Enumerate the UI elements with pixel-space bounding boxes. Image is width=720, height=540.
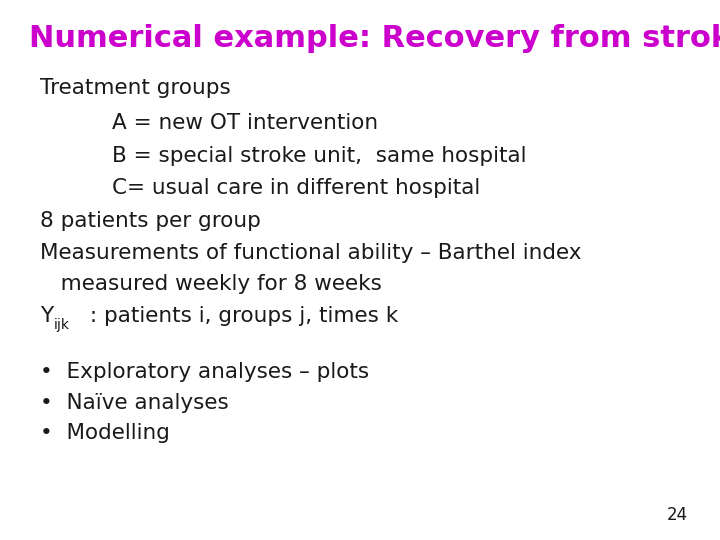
Text: 24: 24 [667,506,688,524]
Text: C= usual care in different hospital: C= usual care in different hospital [112,178,480,198]
Text: Numerical example: Recovery from stroke: Numerical example: Recovery from stroke [29,24,720,53]
Text: B = special stroke unit,  same hospital: B = special stroke unit, same hospital [112,146,526,166]
Text: measured weekly for 8 weeks: measured weekly for 8 weeks [40,274,382,294]
Text: •  Exploratory analyses – plots: • Exploratory analyses – plots [40,362,369,382]
Text: Measurements of functional ability – Barthel index: Measurements of functional ability – Bar… [40,243,581,263]
Text: : patients i, groups j, times k: : patients i, groups j, times k [83,306,398,326]
Text: •  Modelling: • Modelling [40,423,169,443]
Text: •  Naïve analyses: • Naïve analyses [40,393,228,413]
Text: ijk: ijk [53,318,69,332]
Text: A = new OT intervention: A = new OT intervention [112,113,378,133]
Text: Treatment groups: Treatment groups [40,78,230,98]
Text: 8 patients per group: 8 patients per group [40,211,261,231]
Text: Y: Y [40,306,53,326]
